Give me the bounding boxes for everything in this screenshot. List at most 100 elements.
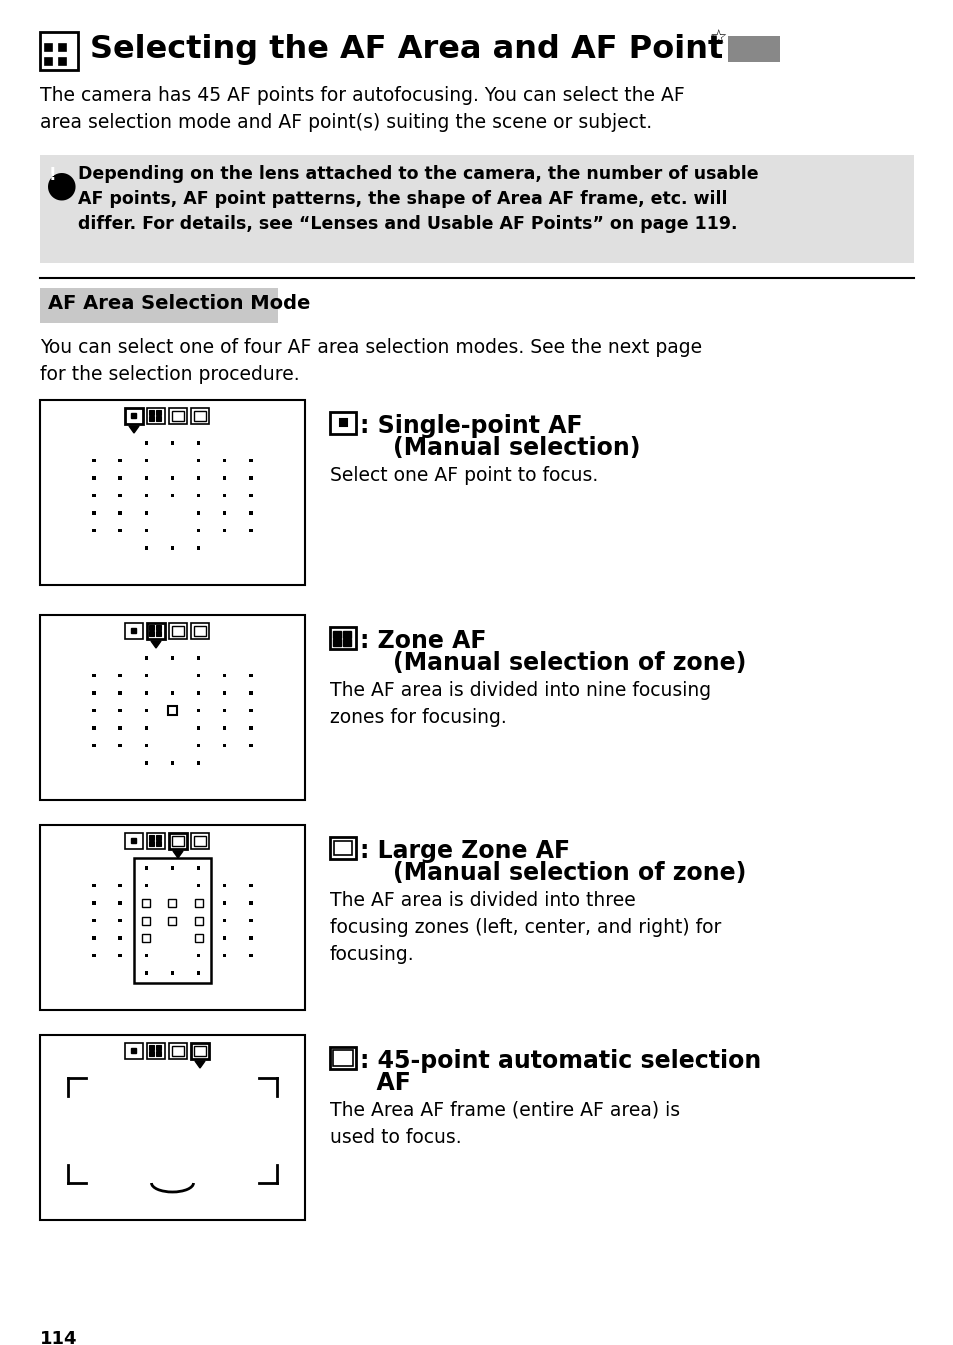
Bar bbox=[156, 841, 161, 846]
Bar bbox=[333, 639, 340, 646]
Bar bbox=[125, 623, 143, 639]
Bar bbox=[131, 628, 136, 633]
Text: : Zone AF: : Zone AF bbox=[359, 629, 486, 654]
Bar bbox=[196, 744, 200, 748]
Bar bbox=[171, 476, 174, 480]
Bar bbox=[249, 936, 253, 940]
Bar bbox=[92, 919, 95, 923]
Bar bbox=[196, 674, 200, 678]
Bar bbox=[92, 691, 95, 695]
Bar bbox=[191, 408, 209, 424]
Bar bbox=[171, 866, 174, 870]
Bar bbox=[145, 691, 148, 695]
Bar bbox=[193, 1046, 206, 1056]
Bar bbox=[145, 674, 148, 678]
Bar bbox=[92, 511, 95, 515]
Bar bbox=[92, 726, 95, 730]
Bar bbox=[196, 691, 200, 695]
Bar bbox=[92, 494, 95, 498]
Bar bbox=[333, 631, 340, 638]
Bar bbox=[145, 546, 148, 550]
Bar bbox=[169, 623, 187, 639]
Text: (Manual selection of zone): (Manual selection of zone) bbox=[359, 861, 745, 885]
Bar bbox=[249, 691, 253, 695]
Bar bbox=[249, 476, 253, 480]
Bar bbox=[196, 494, 200, 498]
Bar bbox=[145, 459, 148, 463]
Bar bbox=[156, 625, 161, 629]
Bar bbox=[131, 413, 136, 418]
Bar bbox=[118, 936, 122, 940]
Bar bbox=[118, 884, 122, 888]
Text: The camera has 45 AF points for autofocusing. You can select the AF
area selecti: The camera has 45 AF points for autofocu… bbox=[40, 86, 684, 132]
Bar bbox=[249, 726, 253, 730]
Bar bbox=[196, 476, 200, 480]
Bar bbox=[223, 476, 226, 480]
Bar bbox=[149, 835, 153, 841]
Bar bbox=[223, 709, 226, 713]
Bar bbox=[343, 639, 351, 646]
Bar bbox=[169, 706, 177, 714]
Bar bbox=[92, 936, 95, 940]
Bar bbox=[169, 1042, 187, 1059]
Bar bbox=[333, 1050, 353, 1067]
Bar bbox=[118, 529, 122, 533]
Bar bbox=[196, 656, 200, 660]
Bar bbox=[145, 744, 148, 748]
Bar bbox=[196, 459, 200, 463]
Bar bbox=[172, 1046, 184, 1056]
Bar bbox=[149, 631, 153, 636]
Bar bbox=[92, 476, 95, 480]
Bar bbox=[196, 529, 200, 533]
Bar bbox=[194, 916, 202, 924]
Bar bbox=[223, 529, 226, 533]
Bar bbox=[330, 627, 355, 650]
Text: Select one AF point to focus.: Select one AF point to focus. bbox=[330, 465, 598, 486]
Bar bbox=[330, 837, 355, 859]
Bar bbox=[223, 691, 226, 695]
Bar bbox=[92, 529, 95, 533]
Bar bbox=[145, 971, 148, 975]
Text: 114: 114 bbox=[40, 1330, 77, 1345]
Bar bbox=[92, 459, 95, 463]
Text: The Area AF frame (entire AF area) is
used to focus.: The Area AF frame (entire AF area) is us… bbox=[330, 1102, 679, 1147]
Bar bbox=[118, 674, 122, 678]
Bar bbox=[125, 833, 143, 849]
Bar bbox=[118, 919, 122, 923]
Bar bbox=[40, 32, 78, 70]
Bar bbox=[149, 416, 153, 421]
Bar bbox=[194, 898, 202, 907]
Bar bbox=[118, 511, 122, 515]
Bar bbox=[223, 919, 226, 923]
Bar bbox=[196, 726, 200, 730]
Bar bbox=[249, 709, 253, 713]
Bar bbox=[40, 155, 913, 264]
Bar bbox=[145, 884, 148, 888]
Bar bbox=[156, 1050, 161, 1056]
Bar bbox=[118, 494, 122, 498]
Bar bbox=[118, 954, 122, 958]
Bar bbox=[145, 866, 148, 870]
Bar bbox=[223, 674, 226, 678]
Text: You can select one of four AF area selection modes. See the next page
for the se: You can select one of four AF area selec… bbox=[40, 338, 701, 385]
Bar bbox=[334, 841, 352, 855]
Text: (Manual selection of zone): (Manual selection of zone) bbox=[359, 651, 745, 675]
Bar bbox=[118, 744, 122, 748]
Bar bbox=[193, 625, 206, 636]
Bar bbox=[145, 494, 148, 498]
Bar bbox=[156, 410, 161, 416]
Bar bbox=[196, 511, 200, 515]
Bar bbox=[125, 1042, 143, 1059]
Bar bbox=[156, 416, 161, 421]
Bar bbox=[249, 674, 253, 678]
Bar bbox=[223, 901, 226, 905]
Bar bbox=[172, 625, 184, 636]
Bar bbox=[223, 494, 226, 498]
Bar bbox=[147, 408, 165, 424]
Bar bbox=[149, 841, 153, 846]
Bar bbox=[223, 954, 226, 958]
Bar bbox=[727, 36, 780, 62]
Polygon shape bbox=[194, 1061, 205, 1068]
Bar bbox=[169, 833, 187, 849]
Bar bbox=[249, 529, 253, 533]
